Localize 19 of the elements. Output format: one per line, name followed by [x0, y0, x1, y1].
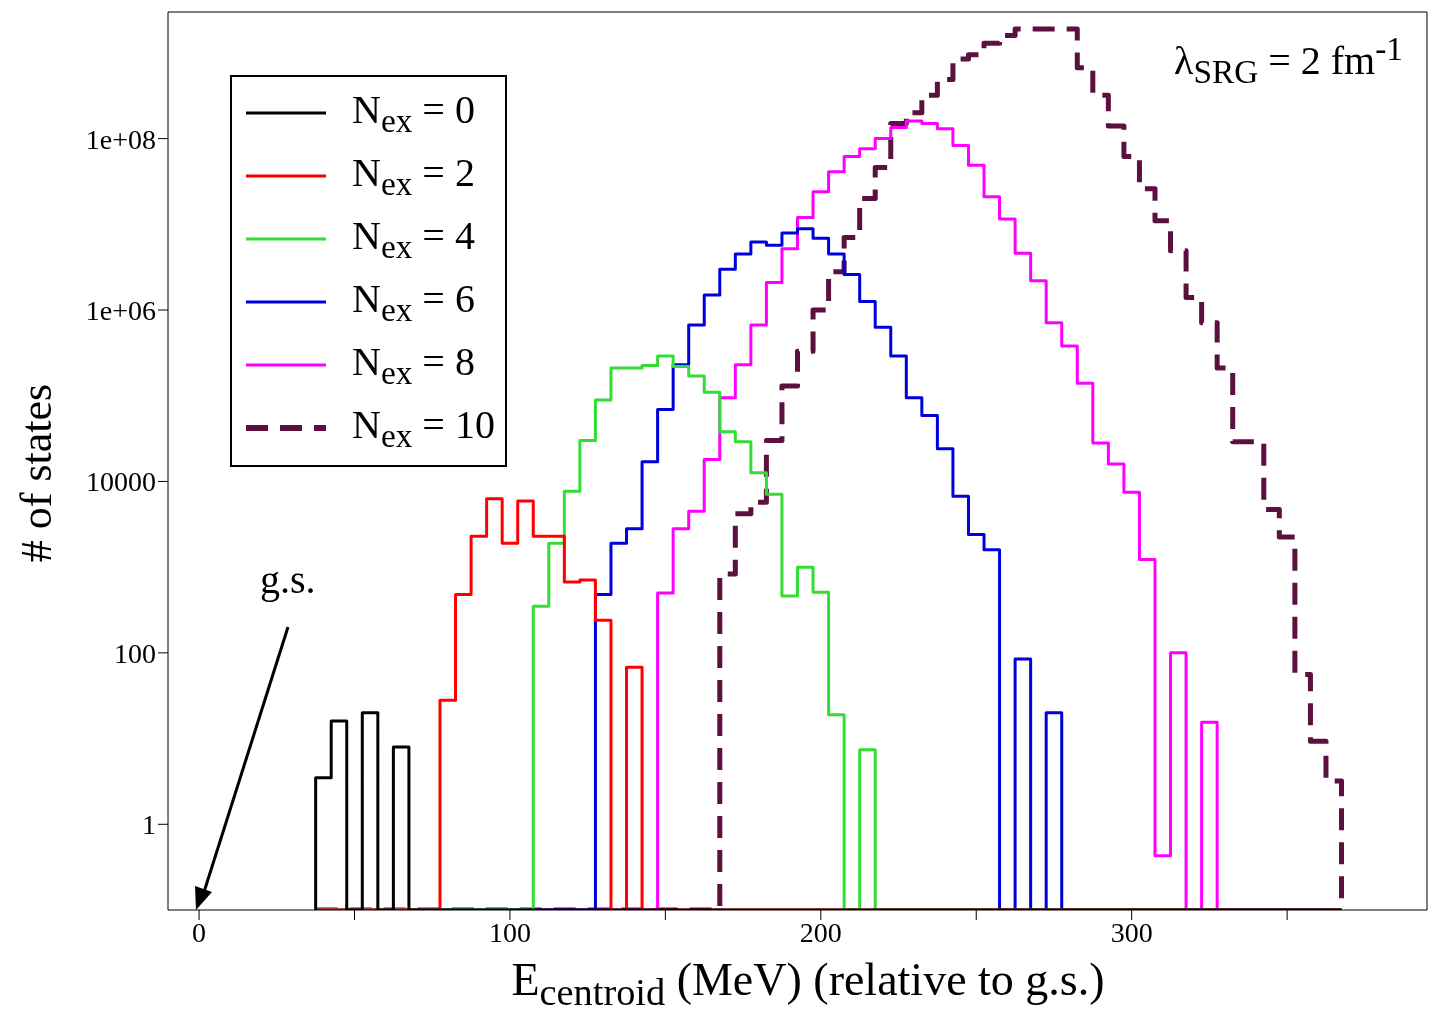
y-tick-label: 1e+06	[85, 294, 156, 326]
y-axis-title: # of states	[10, 383, 62, 563]
legend-label: N$_{ex}$ = 2	[352, 148, 475, 203]
legend-label: N$_{ex}$ = 10	[352, 400, 495, 455]
x-tick-label: 200	[799, 916, 842, 948]
x-tick-label: 300	[1110, 916, 1153, 948]
legend-label: N$_{ex}$ = 0	[352, 85, 475, 140]
legend-label: N$_{ex}$ = 6	[352, 274, 475, 329]
y-tick-label: 10000	[86, 466, 156, 498]
x-tick-label: 0	[192, 916, 207, 948]
y-tick-label: 1	[142, 809, 156, 841]
x-tick-label: 100	[488, 916, 531, 948]
annotation: g.s.	[260, 556, 316, 603]
y-tick-label: 1e+08	[85, 123, 156, 155]
legend-label: N$_{ex}$ = 4	[352, 211, 475, 266]
x-axis-title: E$_{centroid}$ (MeV) (relative to g.s.)	[510, 953, 1106, 1015]
y-tick-label: 100	[114, 637, 156, 669]
legend-label: N$_{ex}$ = 8	[352, 337, 475, 392]
annotation: λ$_{SRG}$ = 2 fm$^{-1}$	[1173, 30, 1403, 92]
